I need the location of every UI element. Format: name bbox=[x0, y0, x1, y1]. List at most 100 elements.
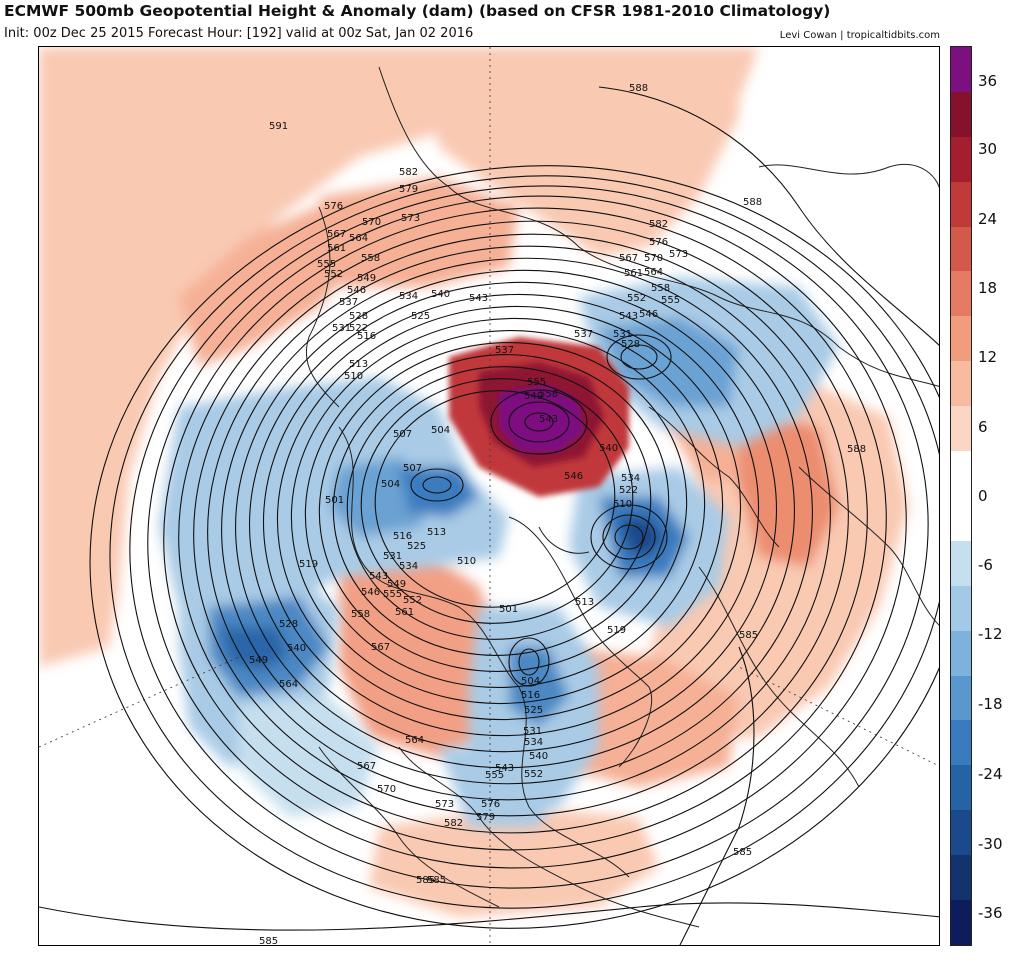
contour-label: 528 bbox=[621, 339, 640, 350]
contour-label: 579 bbox=[399, 184, 418, 195]
contour-label: 501 bbox=[499, 604, 518, 615]
contour-label: 540 bbox=[599, 443, 618, 454]
contour-label: 585 bbox=[427, 875, 446, 886]
contour-label: 555 bbox=[383, 589, 402, 600]
colorbar-bin bbox=[951, 47, 971, 92]
contour-label: 573 bbox=[401, 213, 420, 224]
contour-label: 552 bbox=[627, 293, 646, 304]
contour-label: 561 bbox=[395, 607, 414, 618]
contour-label: 525 bbox=[407, 541, 426, 552]
colorbar-bin bbox=[951, 855, 971, 901]
colorbar-bin bbox=[951, 675, 971, 721]
contour-label: 582 bbox=[399, 167, 418, 178]
contour-label: 525 bbox=[524, 705, 543, 716]
colorbar-tick-label: 24 bbox=[978, 210, 998, 228]
contour-label: 570 bbox=[377, 784, 396, 795]
contour-label: 561 bbox=[327, 243, 346, 254]
colorbar-tick-label: 6 bbox=[978, 418, 988, 436]
contour-label: 585 bbox=[416, 875, 435, 886]
contour-label: 543 bbox=[619, 311, 638, 322]
contour-label: 507 bbox=[393, 429, 412, 440]
height-contours bbox=[39, 86, 939, 945]
contour-label: 534 bbox=[399, 291, 418, 302]
colorbar-tick-label: -24 bbox=[978, 765, 1003, 783]
contour-label: 546 bbox=[347, 285, 366, 296]
colorbar-bin bbox=[951, 406, 971, 452]
contour-label: 510 bbox=[457, 556, 476, 567]
contour-label: 543 bbox=[495, 763, 514, 774]
contour-label: 540 bbox=[431, 289, 450, 300]
contour-label: 522 bbox=[619, 485, 638, 496]
colorbar-tick-label: -12 bbox=[978, 625, 1003, 643]
colorbar-tick-label: 0 bbox=[978, 487, 988, 505]
contour-label: 564 bbox=[349, 233, 368, 244]
contour-label: 525 bbox=[411, 311, 430, 322]
contour-label: 570 bbox=[362, 217, 381, 228]
contour-label: 534 bbox=[399, 561, 418, 572]
contour-label: 522 bbox=[349, 323, 368, 334]
colorbar-tick-label: 30 bbox=[978, 140, 998, 158]
contour-label: 558 bbox=[361, 253, 380, 264]
contour-label: 552 bbox=[403, 595, 422, 606]
colorbar-bin bbox=[951, 630, 971, 676]
contour-label: 513 bbox=[349, 359, 368, 370]
contour-label: 519 bbox=[299, 559, 318, 570]
graticule bbox=[39, 47, 939, 945]
colorbar-bin bbox=[951, 361, 971, 407]
colorbar-tick-label: 36 bbox=[978, 72, 998, 90]
colorbar-bin bbox=[951, 900, 971, 945]
colorbar-bin bbox=[951, 91, 971, 137]
contour-label: 537 bbox=[574, 329, 593, 340]
contour-label: 519 bbox=[607, 625, 626, 636]
colorbar-bin bbox=[951, 451, 971, 496]
colorbar-bin bbox=[951, 540, 971, 586]
contour-label: 549 bbox=[249, 655, 268, 666]
contour-label: 558 bbox=[651, 283, 670, 294]
contour-label: 552 bbox=[524, 769, 543, 780]
colorbar-tick-label: 12 bbox=[978, 348, 998, 366]
contour-label: 507 bbox=[403, 463, 422, 474]
contour-label: 549 bbox=[357, 273, 376, 284]
colorbar-tick-label: -18 bbox=[978, 695, 1003, 713]
colorbar-bin bbox=[951, 495, 971, 541]
contour-label: 543 bbox=[469, 293, 488, 304]
colorbar-bin bbox=[951, 585, 971, 631]
contour-label: 567 bbox=[357, 761, 376, 772]
contour-label: 549 bbox=[524, 391, 543, 402]
contour-label: 588 bbox=[847, 444, 866, 455]
chart-title: ECMWF 500mb Geopotential Height & Anomal… bbox=[4, 2, 831, 20]
contour-label: 564 bbox=[644, 267, 663, 278]
contour-label: 573 bbox=[669, 249, 688, 260]
contour-label: 516 bbox=[357, 331, 376, 342]
contour-label: 555 bbox=[485, 770, 504, 781]
contour-label: 555 bbox=[317, 259, 336, 270]
credit-text: Levi Cowan | tropicaltidbits.com bbox=[779, 30, 940, 41]
contour-label: 534 bbox=[621, 473, 640, 484]
contour-label: 531 bbox=[613, 329, 632, 340]
contour-label: 567 bbox=[371, 642, 390, 653]
contour-label: 582 bbox=[444, 818, 463, 829]
colorbar-bin bbox=[951, 136, 971, 182]
contour-label: 558 bbox=[539, 389, 558, 400]
contour-label: 516 bbox=[393, 531, 412, 542]
contour-label: 546 bbox=[639, 309, 658, 320]
contour-label: 546 bbox=[564, 471, 583, 482]
contour-label: 543 bbox=[369, 571, 388, 582]
colorbar-bin bbox=[951, 181, 971, 227]
contour-label: 561 bbox=[624, 268, 643, 279]
contour-label: 540 bbox=[287, 643, 306, 654]
contour-label: 579 bbox=[476, 812, 495, 823]
contour-label: 591 bbox=[269, 121, 288, 132]
contour-label: 585 bbox=[259, 936, 278, 946]
contour-label: 564 bbox=[405, 735, 424, 746]
contour-label: 567 bbox=[619, 253, 638, 264]
contour-label: 567 bbox=[327, 229, 346, 240]
colorbar-tick-label: -6 bbox=[978, 556, 993, 574]
contour-label: 576 bbox=[324, 201, 343, 212]
contour-label: 516 bbox=[521, 690, 540, 701]
contour-label: 501 bbox=[325, 495, 344, 506]
contour-label: 531 bbox=[523, 726, 542, 737]
contour-label: 540 bbox=[529, 751, 548, 762]
